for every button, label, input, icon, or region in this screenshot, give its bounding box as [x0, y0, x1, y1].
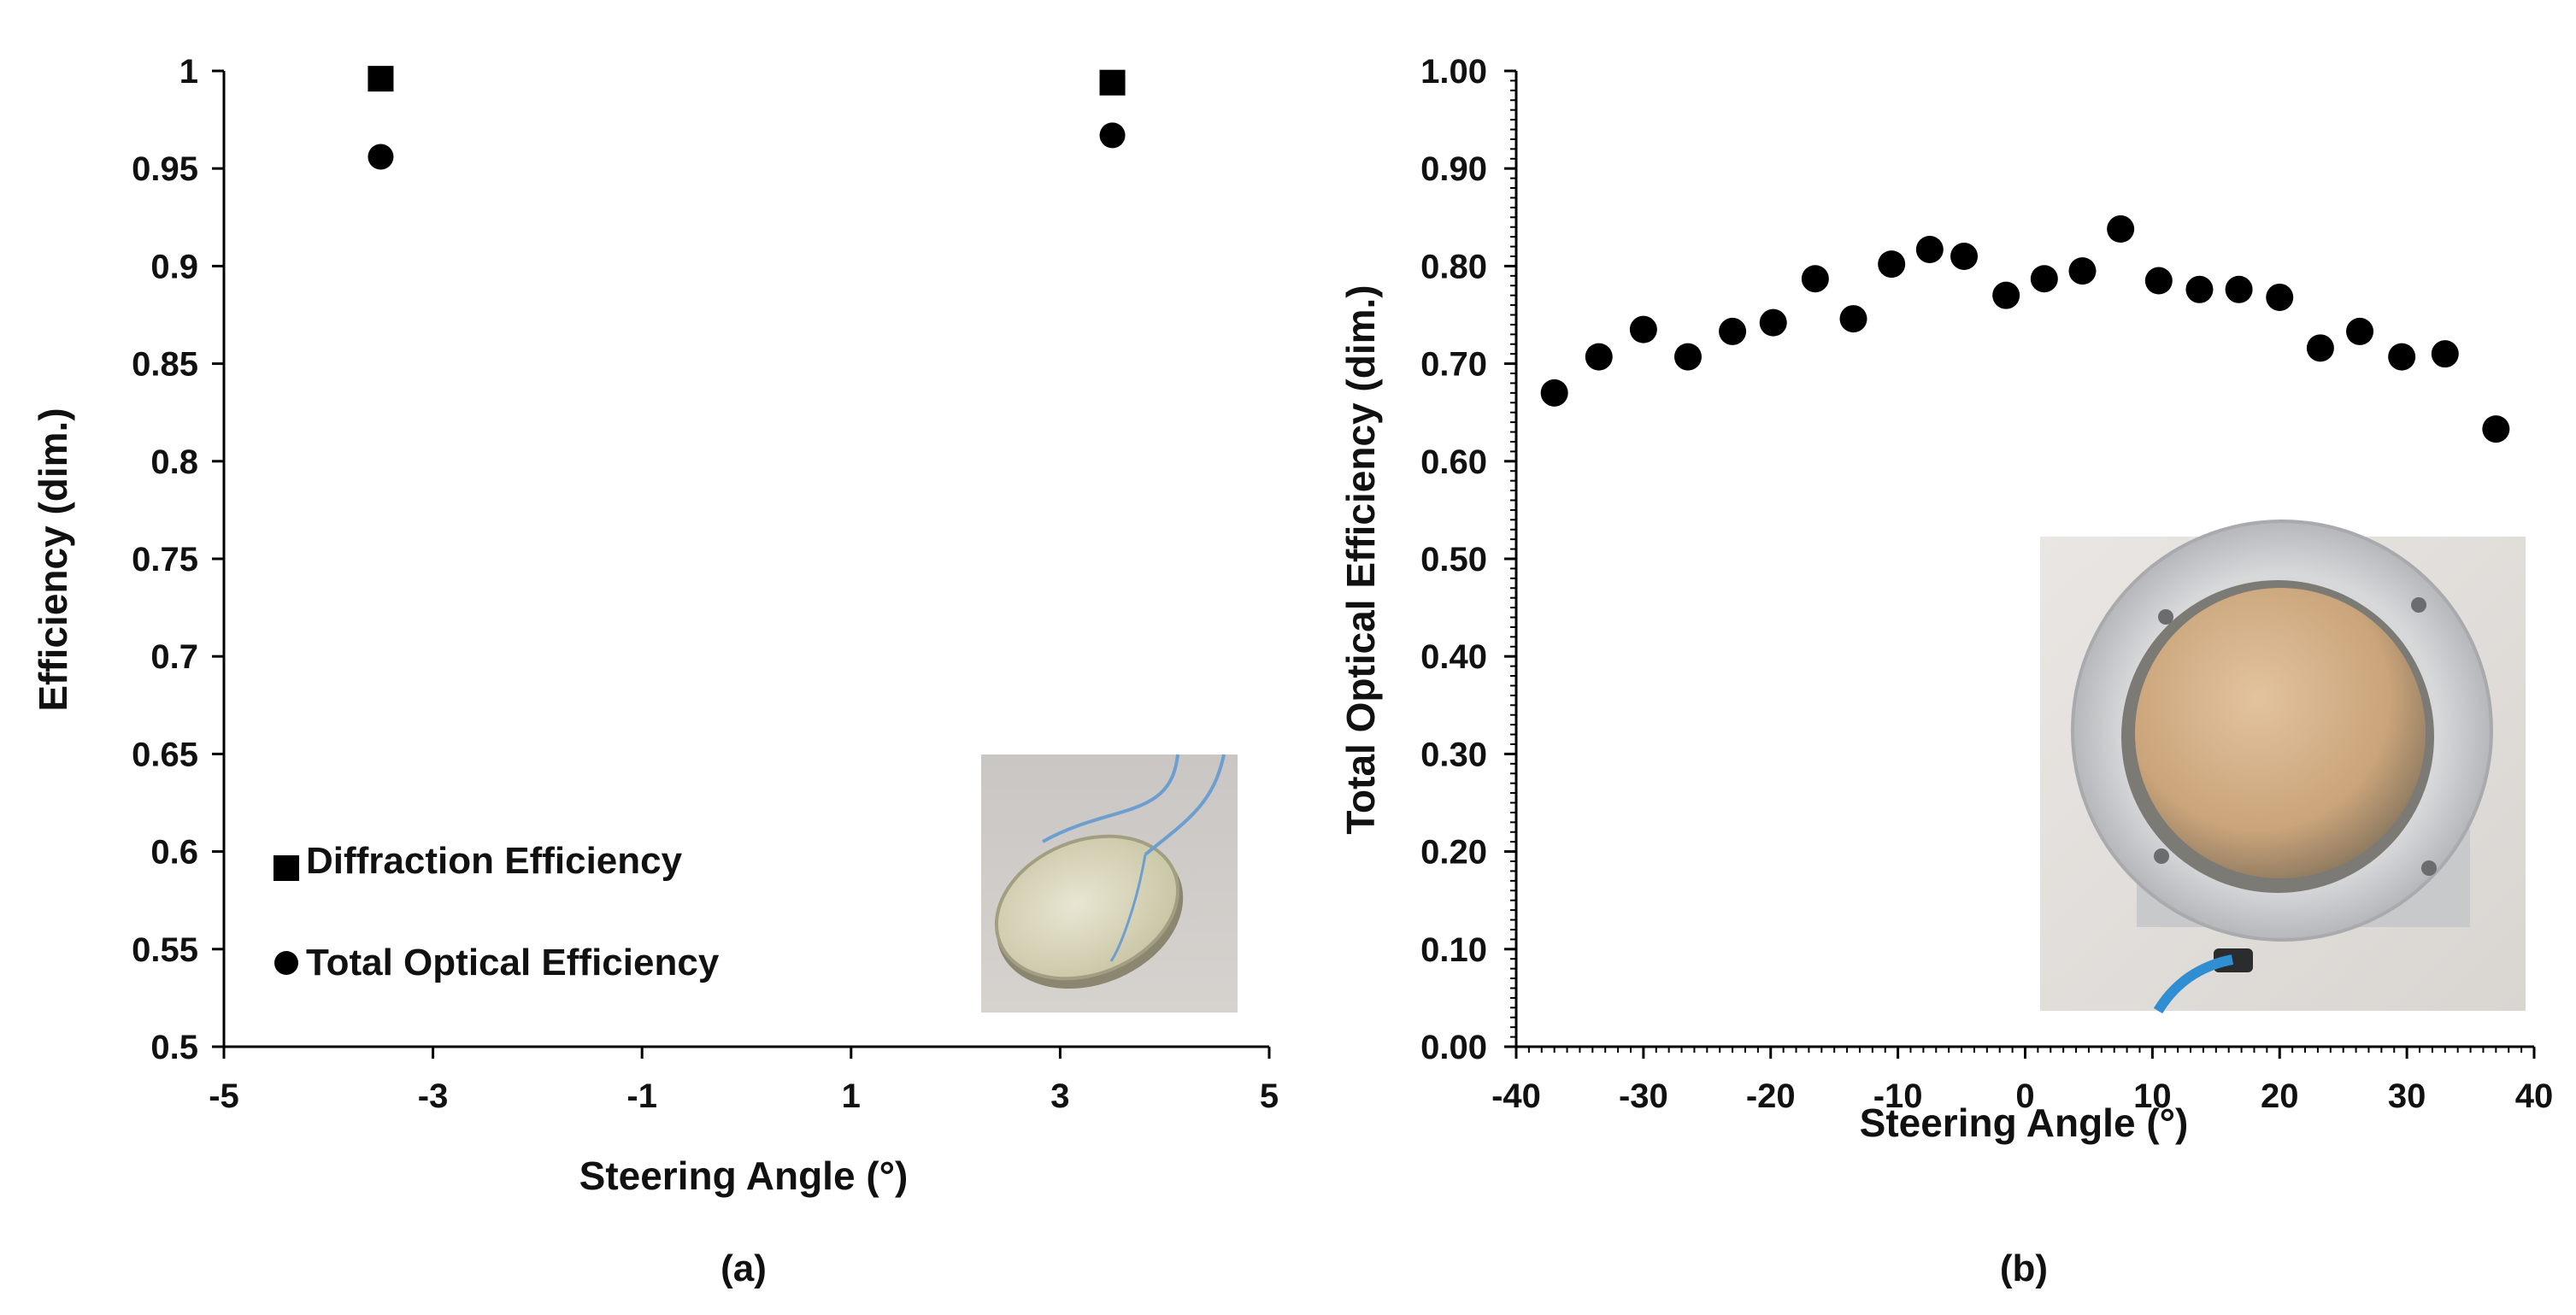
x-tick-label: 1	[842, 1077, 861, 1115]
y-tick-label: 0.70	[1420, 346, 1487, 384]
x-tick-label: -3	[418, 1077, 449, 1115]
x-tick-label: 10	[2133, 1077, 2172, 1115]
data-point-circle	[2185, 275, 2214, 303]
data-point-circle	[2346, 317, 2374, 345]
data-point-circle	[1992, 281, 2020, 309]
data-point-circle	[2107, 215, 2135, 244]
y-tick-label: 0.10	[1420, 931, 1487, 969]
panel-b-chart: 0.00 0.10 0.20 0.30 0.40 0.50 0.60 0.70 0.80 0.90…	[1338, 53, 2553, 1289]
data-point-circle	[1540, 379, 1568, 407]
y-tick-label: 0.20	[1420, 834, 1487, 872]
y-tick-label: 0.95	[132, 150, 198, 188]
x-tick-label: 0	[2015, 1077, 2034, 1115]
data-point-circle	[1759, 308, 1787, 337]
x-tick-label: 3	[1050, 1077, 1069, 1115]
panel-label-a: (a)	[720, 1247, 767, 1289]
data-point-circle	[1915, 235, 1944, 263]
panel-label-b: (b)	[2000, 1247, 2048, 1289]
data-point-circle	[2068, 257, 2097, 285]
x-tick-label: -5	[209, 1077, 239, 1115]
legend-label: Diffraction Efficiency	[306, 840, 683, 882]
data-point-circle	[1950, 242, 1979, 270]
x-tick-label: 5	[1260, 1077, 1279, 1115]
legend: Diffraction Efficiency Total Optical Eff…	[273, 840, 720, 983]
legend-marker-circle	[274, 951, 298, 975]
x-tick-label: -40	[1491, 1077, 1541, 1115]
y-tick-label: 1.00	[1420, 53, 1487, 91]
y-tick-label: 0.5	[150, 1029, 198, 1066]
data-point-circle	[1839, 305, 1867, 333]
data-point-circle	[2030, 265, 2058, 293]
data-point-circle	[1585, 343, 1613, 371]
y-axis-label: Total Optical Efficiency (dim.)	[1338, 285, 1383, 834]
legend-label: Total Optical Efficiency	[306, 942, 720, 983]
y-tick-label: 0.90	[1420, 150, 1487, 188]
mounted-lens-photo-icon	[2040, 520, 2526, 1014]
data-point-circle	[1099, 122, 1126, 149]
y-tick-label: 0.55	[132, 931, 198, 969]
panel-a-chart: 0.5 0.55 0.6 0.65 0.7 0.75 0.8 0.85 0.9 0.95 1 -5 -…	[31, 53, 1279, 1289]
x-tick-label: -30	[1619, 1077, 1668, 1115]
data-point-circle	[1719, 317, 1747, 345]
y-axis-label: Efficiency (dim.)	[31, 408, 75, 711]
y-tick-label: 0.50	[1420, 541, 1487, 578]
y-tick-label: 0.8	[150, 443, 198, 481]
y-tick-label: 0.65	[132, 736, 198, 773]
x-tick-label: -20	[1746, 1077, 1796, 1115]
x-tick-label: 40	[2515, 1077, 2554, 1115]
y-tick-label: 0.40	[1420, 638, 1487, 676]
y-tick-label: 0.9	[150, 248, 198, 285]
data-point-circle	[2388, 343, 2416, 371]
y-tick-label: 0.85	[132, 346, 198, 384]
y-tick-label: 0.7	[150, 638, 198, 676]
y-tick-label: 0.30	[1420, 736, 1487, 773]
y-tick-label: 0.75	[132, 541, 198, 578]
lens-photo-icon	[981, 754, 1238, 1013]
y-tick-label: 0.6	[150, 834, 198, 872]
data-point-circle	[2144, 267, 2173, 295]
data-point-circle	[2225, 275, 2253, 303]
data-point-circle	[1878, 250, 1906, 279]
data-point-circle	[368, 144, 394, 170]
x-tick-label: 20	[2261, 1077, 2299, 1115]
x-tick-label: -1	[626, 1077, 657, 1115]
y-tick-label: 0.60	[1420, 443, 1487, 481]
legend-marker-square	[273, 855, 299, 881]
x-tick-label: 30	[2388, 1077, 2426, 1115]
data-point-circle	[2431, 340, 2459, 368]
data-point-circle	[1801, 265, 1829, 293]
x-tick-label: -10	[1873, 1077, 1923, 1115]
data-point-circle	[2306, 334, 2334, 362]
data-point-circle	[2266, 283, 2294, 311]
data-point-square	[368, 66, 394, 92]
x-axis-label: Steering Angle (°)	[1860, 1101, 2189, 1145]
data-point-square	[1099, 69, 1126, 96]
y-tick-label: 0.80	[1420, 248, 1487, 285]
x-axis-label: Steering Angle (°)	[579, 1154, 909, 1198]
data-point-circle	[1673, 343, 1702, 371]
y-tick-label: 0.00	[1420, 1029, 1487, 1066]
data-point-circle	[2482, 415, 2510, 443]
y-tick-label: 1	[179, 53, 198, 91]
data-point-circle	[1629, 315, 1657, 343]
